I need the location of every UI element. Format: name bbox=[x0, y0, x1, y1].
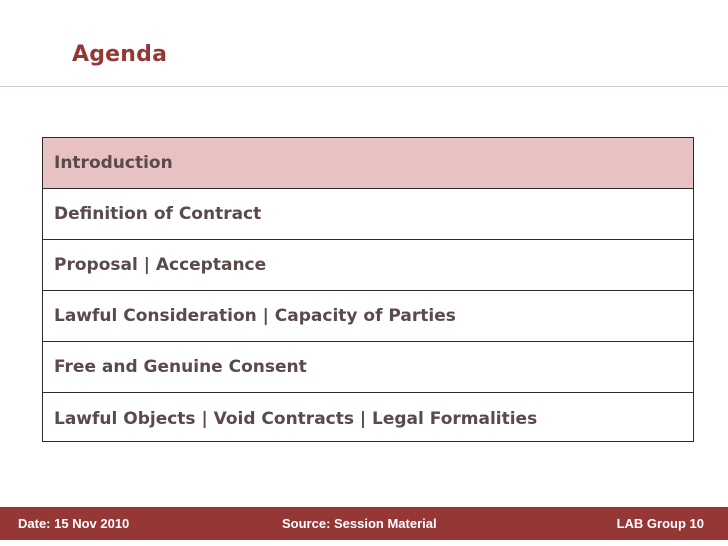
footer-group: LAB Group 10 bbox=[616, 516, 704, 531]
agenda-item-lawful-objects: Lawful Objects | Void Contracts | Legal … bbox=[54, 408, 538, 429]
slide-title: Agenda bbox=[72, 42, 168, 67]
footer-bar: Date: 15 Nov 2010 Source: Session Materi… bbox=[0, 507, 728, 540]
agenda-item-definition-of-contract: Definition of Contract bbox=[43, 189, 693, 240]
title-divider bbox=[0, 86, 728, 87]
agenda-table: Introduction Definition of Contract Prop… bbox=[42, 137, 694, 442]
agenda-item-introduction: Introduction bbox=[43, 138, 693, 189]
agenda-item-proposal-acceptance: Proposal | Acceptance bbox=[43, 240, 693, 291]
footer-date: Date: 15 Nov 2010 bbox=[18, 516, 130, 531]
footer-source: Source: Session Material bbox=[282, 516, 437, 531]
agenda-item-free-consent: Free and Genuine Consent bbox=[43, 342, 693, 393]
agenda-item-lawful-consideration: Lawful Consideration | Capacity of Parti… bbox=[43, 291, 693, 342]
